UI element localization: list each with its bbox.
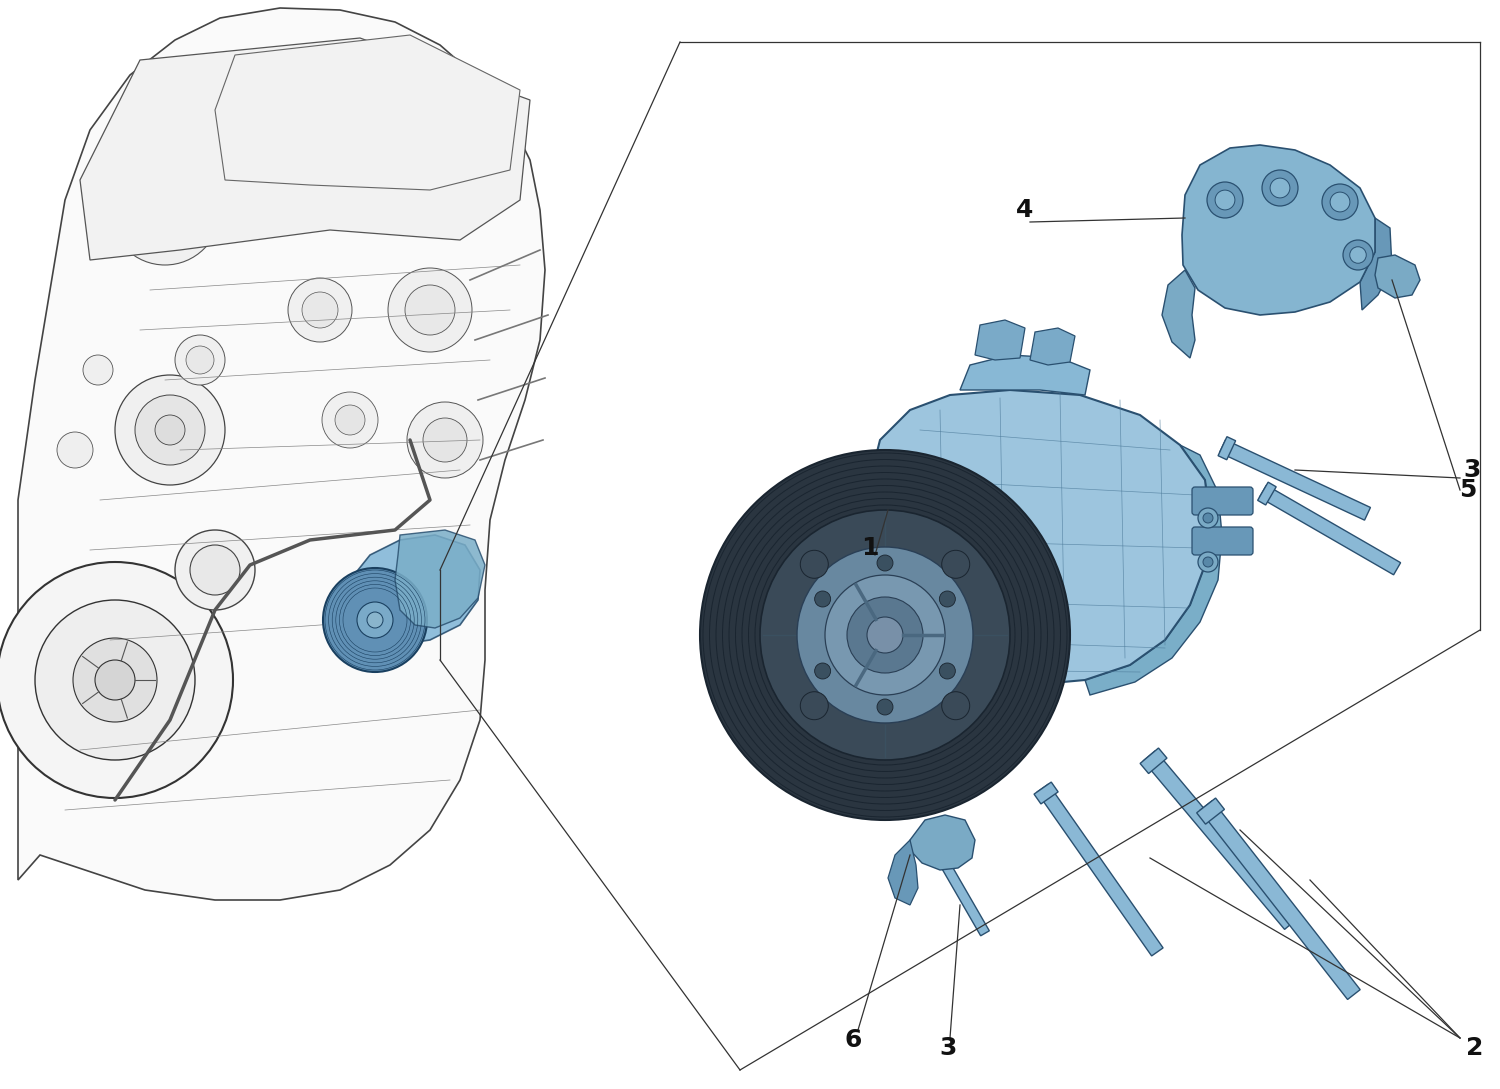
Polygon shape <box>214 35 520 189</box>
Circle shape <box>801 550 828 578</box>
Circle shape <box>405 285 454 335</box>
Circle shape <box>0 562 232 798</box>
Circle shape <box>135 395 206 465</box>
Circle shape <box>288 278 352 342</box>
Circle shape <box>322 392 378 448</box>
Polygon shape <box>1360 218 1392 310</box>
Circle shape <box>796 547 974 723</box>
Polygon shape <box>1182 145 1376 315</box>
Circle shape <box>406 402 483 478</box>
Polygon shape <box>928 843 945 856</box>
Text: 3: 3 <box>939 1036 957 1060</box>
Circle shape <box>878 555 892 571</box>
FancyBboxPatch shape <box>1192 527 1252 555</box>
Polygon shape <box>1200 800 1360 1000</box>
Polygon shape <box>1030 328 1075 365</box>
Polygon shape <box>394 530 484 628</box>
Circle shape <box>942 550 969 578</box>
Polygon shape <box>348 535 480 645</box>
Circle shape <box>1262 170 1298 206</box>
Circle shape <box>878 699 892 715</box>
Polygon shape <box>1034 782 1058 804</box>
Circle shape <box>388 268 472 352</box>
Circle shape <box>176 530 255 610</box>
Polygon shape <box>1162 270 1196 358</box>
Polygon shape <box>910 815 975 870</box>
Polygon shape <box>1197 798 1224 824</box>
Circle shape <box>82 355 112 386</box>
Circle shape <box>57 432 93 468</box>
Circle shape <box>368 612 382 628</box>
FancyBboxPatch shape <box>1192 487 1252 515</box>
Polygon shape <box>859 390 1210 685</box>
Circle shape <box>815 591 831 607</box>
Circle shape <box>176 335 225 386</box>
Polygon shape <box>930 844 990 935</box>
Circle shape <box>190 544 240 595</box>
Polygon shape <box>18 8 544 900</box>
Circle shape <box>939 591 956 607</box>
Circle shape <box>1203 556 1214 567</box>
Polygon shape <box>960 355 1090 395</box>
Text: 2: 2 <box>1467 1036 1484 1060</box>
Polygon shape <box>1140 748 1167 773</box>
Polygon shape <box>1218 437 1236 460</box>
Circle shape <box>1198 507 1218 528</box>
Circle shape <box>228 103 332 207</box>
Circle shape <box>1215 191 1234 210</box>
Text: 5: 5 <box>1460 478 1476 502</box>
Circle shape <box>334 405 364 435</box>
Circle shape <box>322 568 428 672</box>
Circle shape <box>700 450 1070 820</box>
Circle shape <box>130 175 200 245</box>
Text: 1: 1 <box>861 536 879 560</box>
Circle shape <box>1342 240 1372 270</box>
Polygon shape <box>1220 440 1371 521</box>
Text: 4: 4 <box>1017 198 1034 222</box>
Circle shape <box>1330 192 1350 212</box>
Circle shape <box>1198 552 1218 572</box>
Circle shape <box>34 600 195 760</box>
Text: 3: 3 <box>1464 458 1480 482</box>
Polygon shape <box>1260 486 1401 575</box>
Circle shape <box>939 663 956 680</box>
Circle shape <box>1203 513 1214 523</box>
Circle shape <box>116 375 225 485</box>
Circle shape <box>74 638 158 722</box>
Circle shape <box>94 660 135 700</box>
Circle shape <box>110 155 220 265</box>
Circle shape <box>815 663 831 680</box>
Circle shape <box>760 510 1010 760</box>
Polygon shape <box>975 320 1024 360</box>
Polygon shape <box>1036 784 1162 956</box>
Circle shape <box>248 122 314 188</box>
Circle shape <box>186 346 214 374</box>
Circle shape <box>1322 184 1358 220</box>
Circle shape <box>825 575 945 695</box>
Circle shape <box>302 292 338 328</box>
Circle shape <box>1270 179 1290 198</box>
Circle shape <box>801 692 828 720</box>
Polygon shape <box>888 840 918 905</box>
Circle shape <box>423 418 466 462</box>
Polygon shape <box>80 38 530 260</box>
Polygon shape <box>1084 445 1222 695</box>
Circle shape <box>154 415 184 445</box>
Text: 6: 6 <box>844 1028 861 1052</box>
Circle shape <box>364 135 424 195</box>
Circle shape <box>942 692 969 720</box>
Circle shape <box>1350 247 1366 264</box>
Polygon shape <box>1376 255 1420 298</box>
Circle shape <box>847 597 922 673</box>
Circle shape <box>867 617 903 653</box>
Circle shape <box>357 602 393 638</box>
Circle shape <box>346 117 442 213</box>
Polygon shape <box>1257 482 1276 505</box>
Polygon shape <box>1143 750 1298 929</box>
Circle shape <box>1208 182 1243 218</box>
